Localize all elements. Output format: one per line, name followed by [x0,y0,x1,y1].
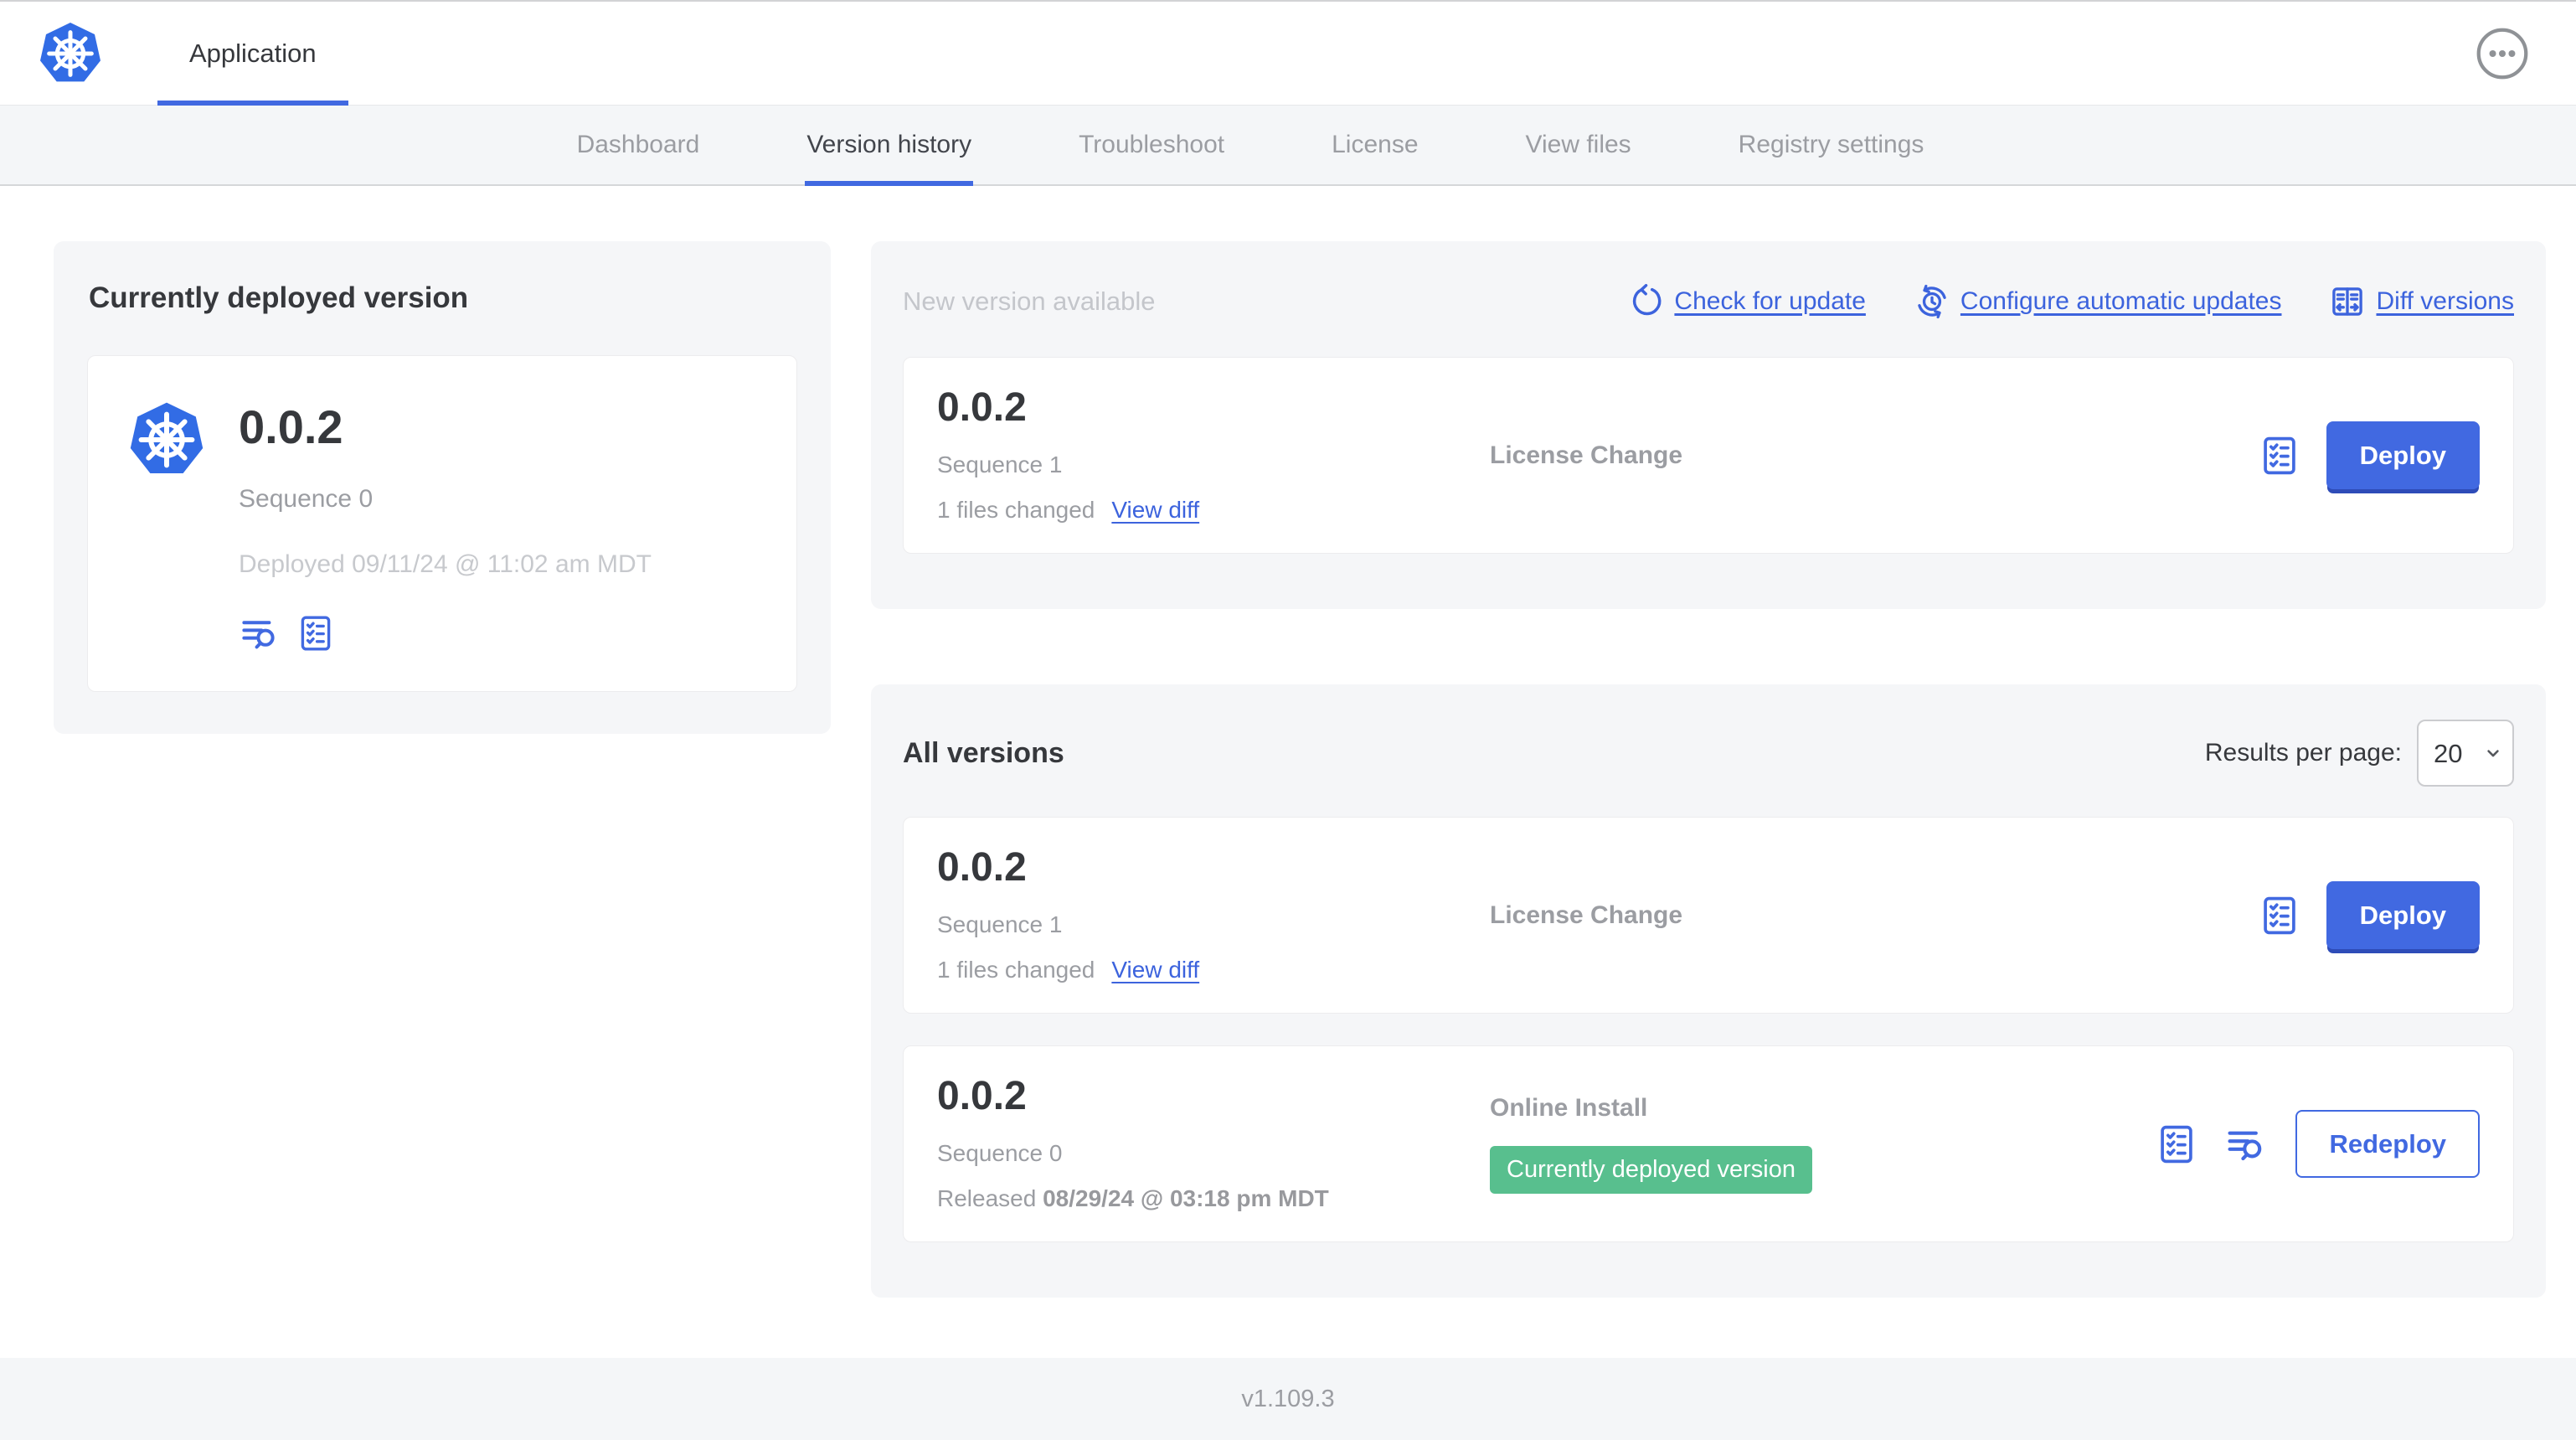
preflight-checks-button[interactable] [2258,892,2301,939]
all-versions-panel: All versions Results per page: 20 0.0.2 … [871,684,2546,1298]
version-row: 0.0.2 Sequence 0 Released 08/29/24 @ 03:… [903,1045,2514,1242]
version-source: License Change [1490,901,1683,929]
preflight-checks-button[interactable] [2155,1121,2198,1168]
tab-license[interactable]: License [1332,131,1419,158]
tab-troubleshoot[interactable]: Troubleshoot [1079,131,1225,158]
kubernetes-logo-icon [37,20,104,87]
new-version-row: 0.0.2 Sequence 1 1 files changed View di… [903,357,2514,554]
new-version-panel: New version available Check for update C… [871,241,2546,609]
diff-icon [2332,287,2363,316]
view-diff-link[interactable]: View diff [1111,956,1200,983]
version-row: 0.0.2 Sequence 1 1 files changed View di… [903,817,2514,1014]
version-number: 0.0.2 [937,385,1027,431]
configure-automatic-updates-link[interactable]: Configure automatic updates [1914,284,2281,319]
current-sequence: Sequence 0 [239,484,374,513]
currently-deployed-badge: Currently deployed version [1490,1146,1812,1194]
tab-view-files[interactable]: View files [1525,131,1631,158]
deploy-logs-icon [2223,1123,2270,1165]
files-changed-label: 1 files changed [937,496,1095,523]
redeploy-button[interactable]: Redeploy [2295,1110,2480,1178]
refresh-icon [1633,284,1662,316]
preflight-checklist-icon [2161,1125,2193,1163]
clock-refresh-icon [1918,284,1946,319]
tab-version-history[interactable]: Version history [805,106,973,186]
version-sequence: Sequence 0 [937,1139,1063,1166]
version-released-timestamp: Released 08/29/24 @ 03:18 pm MDT [937,1185,1329,1211]
deploy-logs-button[interactable] [2223,1123,2270,1165]
results-per-page-select[interactable]: 20 [2417,720,2514,787]
ellipsis-menu-icon [2476,27,2529,80]
view-diff-link[interactable]: View diff [1111,496,1200,523]
app-title: Application [189,38,317,68]
console-version: v1.109.3 [1241,1385,1335,1412]
app-tab[interactable]: Application [157,2,348,106]
tab-dashboard[interactable]: Dashboard [576,131,700,158]
version-number: 0.0.2 [937,845,1027,890]
tab-registry-settings[interactable]: Registry settings [1738,131,1924,158]
overflow-menu-button[interactable] [2476,27,2529,80]
current-deployed-timestamp: Deployed 09/11/24 @ 11:02 am MDT [239,550,652,578]
app-tab-active-underline [157,101,348,106]
currently-deployed-card: 0.0.2 Sequence 0 Deployed 09/11/24 @ 11:… [87,355,797,692]
deploy-logs-button[interactable] [239,613,282,653]
deploy-logs-icon [242,620,275,648]
app-footer: v1.109.3 [0,1358,2576,1440]
results-per-page-label: Results per page: [2204,739,2402,766]
main-content: Currently deployed version 0.0.2 Sequenc… [0,186,2576,1358]
currently-deployed-title: Currently deployed version [89,281,469,314]
kubernetes-app-icon [126,400,207,480]
version-sequence: Sequence 1 [937,911,1063,937]
preflight-checklist-icon [2263,896,2295,934]
version-number: 0.0.2 [937,1074,1027,1119]
preflight-checklist-icon [2263,436,2295,474]
version-source: Online Install [1490,1094,1648,1122]
app-header: Application [0,0,2576,106]
currently-deployed-panel: Currently deployed version 0.0.2 Sequenc… [54,241,831,734]
deploy-button[interactable]: Deploy [2326,421,2480,489]
check-for-update-link[interactable]: Check for update [1628,284,1866,319]
current-version-number: 0.0.2 [239,400,343,453]
version-sequence: Sequence 1 [937,451,1063,477]
diff-versions-link[interactable]: Diff versions [2330,284,2514,319]
app-subnav: Dashboard Version history Troubleshoot L… [0,106,2576,186]
files-changed-label: 1 files changed [937,956,1095,983]
preflight-checks-button[interactable] [296,612,336,654]
all-versions-title: All versions [903,736,1064,769]
version-source: License Change [1490,441,1683,469]
deploy-button[interactable]: Deploy [2326,881,2480,949]
preflight-checklist-icon [301,616,331,651]
preflight-checks-button[interactable] [2258,432,2301,479]
new-version-title: New version available [903,286,1156,316]
